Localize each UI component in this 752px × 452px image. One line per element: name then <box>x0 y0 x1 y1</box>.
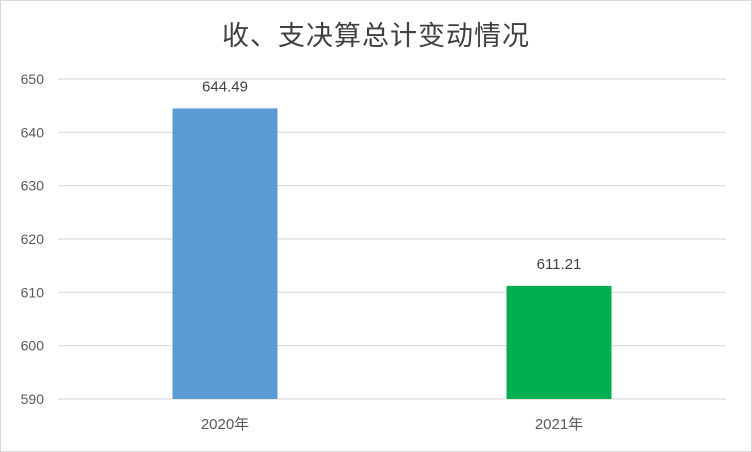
x-tick-label-1: 2021年 <box>535 416 583 433</box>
y-axis-tick-labels: 590 600 610 620 630 640 650 <box>21 71 45 407</box>
y-tick-label: 600 <box>21 338 45 354</box>
y-tick-label: 630 <box>21 178 45 194</box>
y-tick-label: 640 <box>21 124 45 140</box>
y-tick-label: 650 <box>21 71 45 87</box>
bars <box>172 108 612 400</box>
data-label-1: 611.21 <box>537 256 582 273</box>
y-tick-label: 590 <box>21 391 45 407</box>
bar-1 <box>506 285 612 399</box>
data-label-0: 644.49 <box>202 78 248 95</box>
chart-title: 收、支决算总计变动情况 <box>222 21 530 52</box>
data-labels: 644.49 611.21 <box>202 78 581 272</box>
gridlines <box>58 78 726 400</box>
x-tick-label-0: 2020年 <box>201 416 249 433</box>
bar-0 <box>172 108 278 400</box>
y-tick-label: 610 <box>21 284 45 300</box>
x-axis-tick-labels: 2020年 2021年 <box>201 416 583 433</box>
y-tick-label: 620 <box>21 231 45 247</box>
